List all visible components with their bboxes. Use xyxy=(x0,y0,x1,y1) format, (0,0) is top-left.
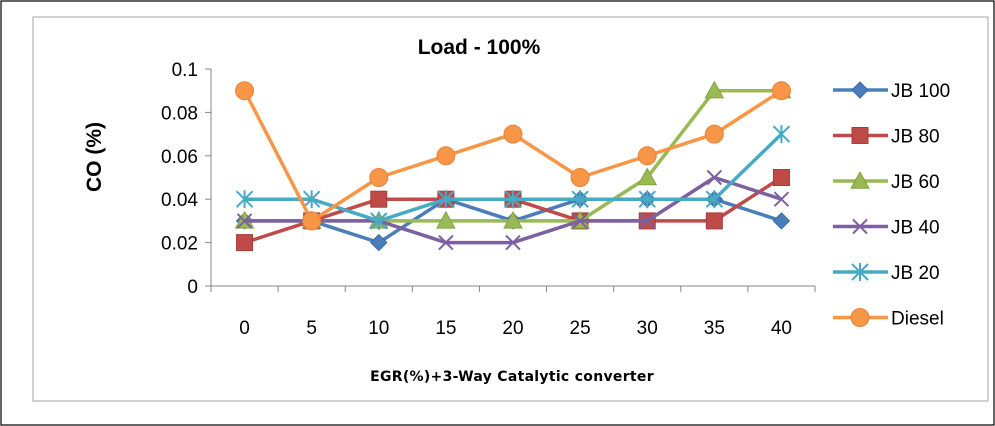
x-tick-label: 20 xyxy=(502,318,523,339)
tick-layer: 0 0.02 0.04 0.06 0.08 0.1 0 5 10 15 20 25 30 35 40 xyxy=(161,60,816,339)
legend-marker xyxy=(851,263,869,281)
data-point xyxy=(503,210,523,229)
data-point xyxy=(505,234,521,251)
y-tick-label: 0 xyxy=(187,277,198,298)
legend-label: JB 40 xyxy=(891,218,940,239)
legend-entry: JB 80 xyxy=(833,127,940,148)
data-point xyxy=(436,146,456,166)
data-point xyxy=(302,190,321,209)
legend-marker xyxy=(851,127,869,144)
legend-marker xyxy=(850,308,870,327)
data-point xyxy=(302,211,322,231)
y-tick-label: 0.02 xyxy=(161,234,198,255)
data-point xyxy=(772,212,791,230)
data-point xyxy=(570,168,590,187)
x-tick-label: 40 xyxy=(771,318,792,339)
y-tick-label: 0.08 xyxy=(161,103,198,124)
data-point xyxy=(437,190,455,209)
x-tick-label: 10 xyxy=(368,318,389,339)
data-point xyxy=(704,124,724,144)
legend-marker xyxy=(852,218,868,235)
legend-marker xyxy=(850,170,870,189)
legend-label: JB 20 xyxy=(891,263,940,284)
x-tick-label: 35 xyxy=(704,318,725,339)
legend-label: JB 100 xyxy=(891,81,950,102)
data-point xyxy=(704,80,725,99)
data-point xyxy=(773,191,790,207)
data-point xyxy=(571,190,589,209)
series-line xyxy=(244,175,782,245)
data-point xyxy=(438,234,454,251)
x-tick-label: 15 xyxy=(435,318,456,339)
data-point xyxy=(637,146,657,166)
legend-entry: JB 60 xyxy=(833,170,940,193)
y-tick-label: 0.1 xyxy=(172,60,198,81)
data-point xyxy=(705,190,724,209)
data-point xyxy=(572,213,588,229)
data-point xyxy=(370,233,388,252)
data-point xyxy=(705,212,723,230)
legend-label: Diesel xyxy=(891,309,944,330)
y-tick-label: 0.04 xyxy=(161,190,198,211)
data-point xyxy=(639,213,655,229)
x-tick-label: 25 xyxy=(570,318,591,339)
data-point xyxy=(370,190,388,208)
data-point xyxy=(436,210,456,229)
legend-entry: JB 40 xyxy=(833,218,940,239)
chart-title: Load - 100% xyxy=(418,36,541,59)
data-point xyxy=(706,169,723,186)
series-jb-40 xyxy=(236,169,790,251)
data-point xyxy=(369,168,389,187)
data-point xyxy=(504,190,522,209)
data-point xyxy=(235,81,255,101)
data-point xyxy=(638,190,656,209)
data-point xyxy=(503,124,523,144)
legend-entry: JB 20 xyxy=(833,263,940,284)
data-point xyxy=(235,190,254,209)
x-tick-label: 5 xyxy=(306,318,317,339)
legend-entry: JB 100 xyxy=(833,81,950,102)
x-axis-label: EGR(%)+3-Way Catalytic converter xyxy=(370,369,654,385)
data-point xyxy=(236,234,254,252)
legend: JB 100 JB 80 JB 60 JB 40 JB 20 Diesel xyxy=(833,81,950,330)
data-point xyxy=(236,213,253,229)
data-point xyxy=(772,169,790,186)
legend-entry: Diesel xyxy=(833,308,944,330)
data-point xyxy=(772,125,791,144)
legend-marker xyxy=(851,81,869,99)
chart-area-border xyxy=(32,16,989,402)
data-point xyxy=(637,167,658,186)
x-tick-label: 30 xyxy=(637,318,658,339)
y-axis-label: CO (%) xyxy=(83,122,106,192)
data-point xyxy=(771,81,791,101)
data-point xyxy=(370,211,388,230)
x-tick-label: 0 xyxy=(239,318,250,339)
series-diesel xyxy=(235,81,791,231)
legend-label: JB 80 xyxy=(891,127,940,148)
series-layer xyxy=(234,80,792,252)
legend-label: JB 60 xyxy=(891,172,940,193)
y-tick-label: 0.06 xyxy=(161,147,198,168)
